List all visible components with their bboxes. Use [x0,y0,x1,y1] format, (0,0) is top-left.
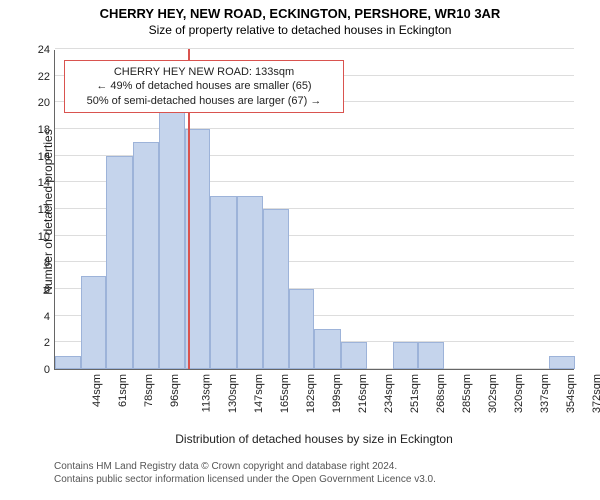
histogram-bar [549,356,575,369]
x-tick: 302sqm [487,374,499,413]
y-tick: 4 [20,311,50,323]
histogram-bar [55,356,81,369]
x-tick: 78sqm [143,374,155,407]
x-tick: 199sqm [331,374,343,413]
x-tick: 234sqm [383,374,395,413]
x-tick: 372sqm [591,374,600,413]
footer-line-1: Contains HM Land Registry data © Crown c… [54,460,436,473]
x-tick: 216sqm [357,374,369,413]
x-tick: 337sqm [539,374,551,413]
y-tick: 6 [20,284,50,296]
x-tick: 320sqm [513,374,525,413]
y-tick: 16 [20,151,50,163]
y-tick: 14 [20,177,50,189]
x-tick: 44sqm [91,374,103,407]
x-tick: 354sqm [565,374,577,413]
annotation-line: CHERRY HEY NEW ROAD: 133sqm [71,65,337,79]
histogram-bar [418,342,444,369]
histogram-bar [133,142,159,369]
y-tick: 10 [20,231,50,243]
y-tick: 18 [20,124,50,136]
footer-attribution: Contains HM Land Registry data © Crown c… [54,460,436,486]
x-tick: 96sqm [169,374,181,407]
annotation-line: ← 49% of detached houses are smaller (65… [71,79,337,93]
y-tick: 24 [20,44,50,56]
x-axis-label: Distribution of detached houses by size … [54,432,574,446]
marker-annotation: CHERRY HEY NEW ROAD: 133sqm← 49% of deta… [64,60,344,113]
x-tick: 251sqm [409,374,421,413]
x-tick: 130sqm [227,374,239,413]
gridline [55,128,574,129]
x-tick: 61sqm [117,374,129,407]
x-tick: 268sqm [435,374,447,413]
histogram-bar [289,289,315,369]
chart-container: CHERRY HEY, NEW ROAD, ECKINGTON, PERSHOR… [0,0,600,500]
x-tick: 113sqm [200,374,212,412]
x-tick: 147sqm [253,374,265,413]
x-tick: 285sqm [461,374,473,413]
chart-title: CHERRY HEY, NEW ROAD, ECKINGTON, PERSHOR… [0,0,600,21]
histogram-bar [81,276,107,369]
y-tick: 12 [20,204,50,216]
y-tick: 22 [20,71,50,83]
y-tick: 2 [20,337,50,349]
x-tick: 165sqm [279,374,291,413]
annotation-line: 50% of semi-detached houses are larger (… [71,94,337,108]
x-tick: 182sqm [305,374,317,413]
histogram-bar [106,156,133,369]
histogram-bar [314,329,341,369]
chart-subtitle: Size of property relative to detached ho… [0,21,600,37]
y-tick: 0 [20,364,50,376]
y-tick: 20 [20,97,50,109]
footer-line-2: Contains public sector information licen… [54,473,436,486]
gridline [55,48,574,49]
histogram-bar [263,209,289,369]
y-tick: 8 [20,257,50,269]
histogram-bar [237,196,263,369]
histogram-bar [159,102,185,369]
histogram-bar [210,196,237,369]
histogram-bar [393,342,419,369]
histogram-bar [341,342,367,369]
